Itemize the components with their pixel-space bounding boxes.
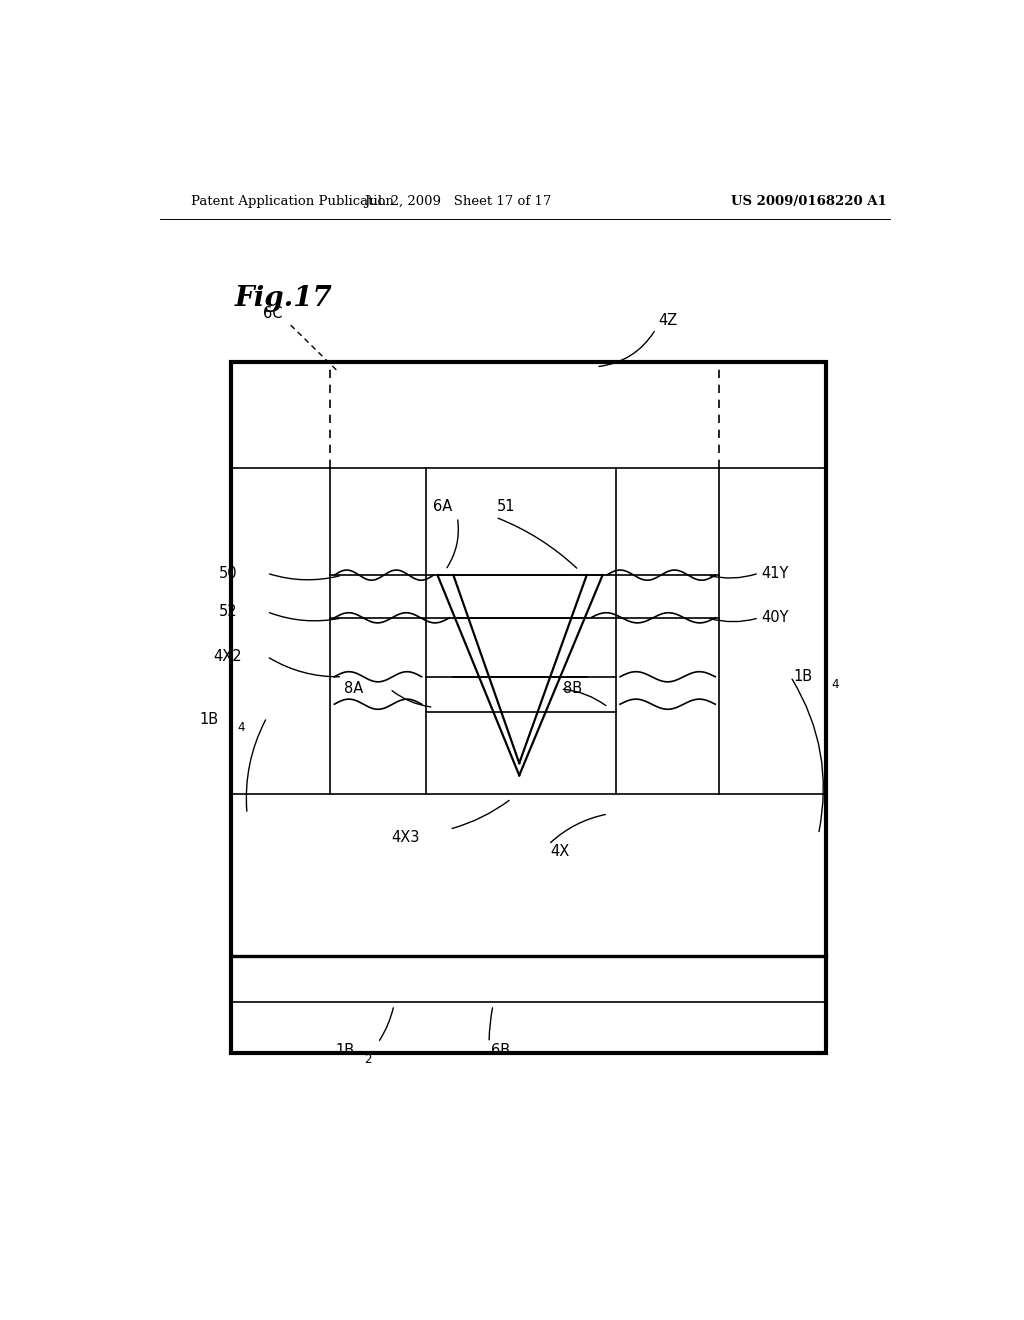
Text: Patent Application Publication: Patent Application Publication bbox=[191, 194, 394, 207]
Text: 4X: 4X bbox=[550, 843, 569, 859]
Text: 4: 4 bbox=[238, 721, 245, 734]
Text: 6C: 6C bbox=[263, 306, 283, 321]
Text: 4X3: 4X3 bbox=[391, 830, 420, 845]
Text: 4: 4 bbox=[831, 678, 839, 692]
Text: 4Z: 4Z bbox=[658, 313, 677, 329]
Text: 1B: 1B bbox=[200, 711, 218, 727]
Text: 1B: 1B bbox=[793, 669, 812, 684]
Text: 2: 2 bbox=[364, 1053, 371, 1067]
Text: 6A: 6A bbox=[432, 499, 452, 515]
Text: 1B: 1B bbox=[335, 1043, 354, 1059]
Text: 8B: 8B bbox=[563, 681, 582, 697]
Text: 40Y: 40Y bbox=[761, 610, 788, 626]
Text: 41Y: 41Y bbox=[761, 565, 788, 581]
Text: Jul. 2, 2009   Sheet 17 of 17: Jul. 2, 2009 Sheet 17 of 17 bbox=[364, 194, 551, 207]
Bar bbox=[231, 362, 826, 1053]
Text: Fig.17: Fig.17 bbox=[236, 285, 333, 312]
Text: 6B: 6B bbox=[492, 1043, 511, 1059]
Text: 51: 51 bbox=[497, 499, 515, 515]
Text: 4X2: 4X2 bbox=[214, 649, 243, 664]
Text: 50: 50 bbox=[219, 565, 238, 581]
Text: 52: 52 bbox=[219, 605, 238, 619]
Text: 8A: 8A bbox=[344, 681, 364, 697]
Text: US 2009/0168220 A1: US 2009/0168220 A1 bbox=[731, 194, 887, 207]
